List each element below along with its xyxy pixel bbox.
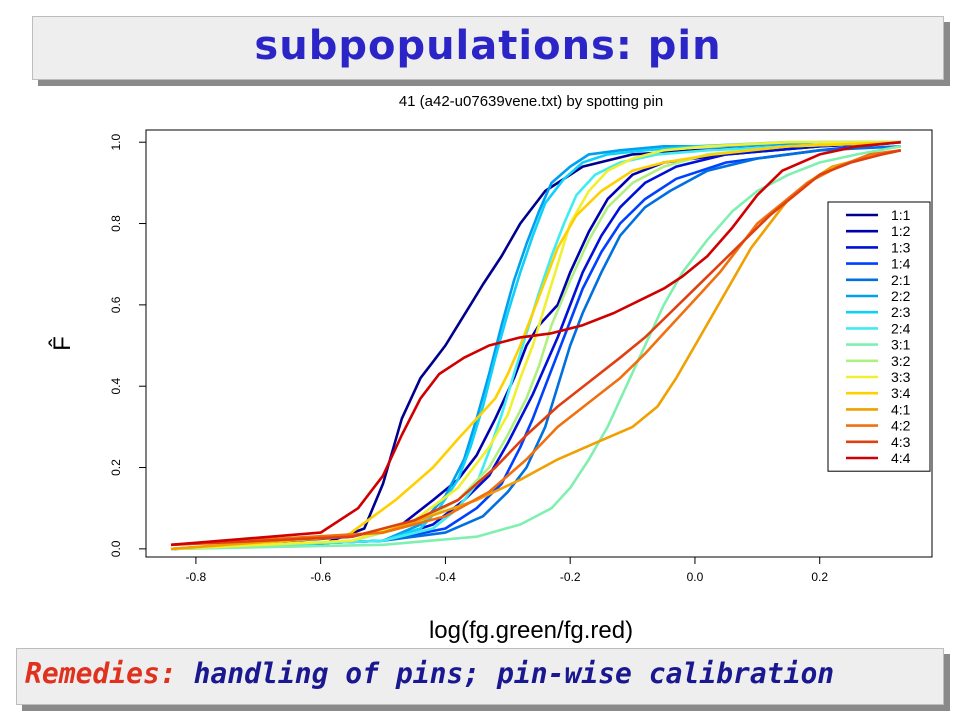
legend-label: 3:4: [891, 385, 911, 401]
legend-label: 1:3: [891, 239, 911, 255]
series-line-4-2: [170, 149, 901, 547]
legend-label: 2:3: [891, 304, 911, 320]
remedies-label: Remedies:: [25, 657, 177, 690]
y-tick-label: 1.0: [109, 134, 123, 151]
x-tick-label: -0.2: [560, 570, 581, 584]
chart-title: 41 (a42-u07639vene.txt) by spotting pin: [399, 93, 663, 110]
legend-label: 3:1: [891, 337, 911, 353]
x-tick-label: -0.8: [186, 570, 207, 584]
series-line-1-1: [170, 140, 901, 551]
series-line-4-4: [170, 140, 901, 547]
legend-label: 2:2: [891, 288, 911, 304]
x-tick-label: 0.2: [811, 570, 828, 584]
legend-label: 3:3: [891, 369, 911, 385]
footer-banner: Remedies: handling of pins; pin-wise cal…: [16, 648, 944, 705]
x-tick-label: -0.4: [435, 570, 456, 584]
y-axis-title: F̂: [48, 336, 76, 351]
cdf-chart: 41 (a42-u07639vene.txt) by spotting pin -…: [48, 93, 933, 644]
footer-text: Remedies: handling of pins; pin-wise cal…: [25, 657, 834, 690]
legend-label: 2:4: [891, 320, 911, 336]
series-line-3-4: [170, 140, 901, 551]
slide-title: subpopulations: pin: [254, 23, 722, 69]
legend-label: 4:4: [891, 450, 911, 466]
legend-label: 1:2: [891, 223, 911, 239]
y-tick-label: 0.2: [109, 459, 123, 476]
title-banner: subpopulations: pin: [32, 16, 944, 80]
y-tick-label: 0.0: [109, 540, 123, 557]
legend-label: 4:3: [891, 434, 911, 450]
y-tick-label: 0.6: [109, 296, 123, 313]
series-line-2-1: [170, 145, 901, 551]
remedies-text: handling of pins; pin-wise calibration: [193, 657, 835, 690]
x-tick-label: 0.0: [687, 570, 704, 584]
legend-label: 1:4: [891, 256, 911, 272]
series-line-3-1: [170, 145, 902, 551]
plot-frame: [145, 129, 933, 558]
x-axis-title: log(fg.green/fg.red): [429, 617, 633, 644]
series-line-4-3: [170, 149, 902, 547]
legend-label: 4:1: [891, 401, 911, 417]
legend-label: 2:1: [891, 272, 911, 288]
legend-label: 3:2: [891, 353, 911, 369]
series-line-3-3: [170, 140, 901, 551]
legend-label: 1:1: [891, 207, 911, 223]
x-tick-label: -0.6: [310, 570, 331, 584]
y-tick-label: 0.8: [109, 215, 123, 232]
series-line-4-1: [170, 149, 902, 551]
legend-label: 4:2: [891, 418, 911, 434]
series-line-1-4: [170, 140, 901, 551]
legend-box: [827, 201, 931, 472]
y-tick-label: 0.4: [109, 378, 123, 395]
